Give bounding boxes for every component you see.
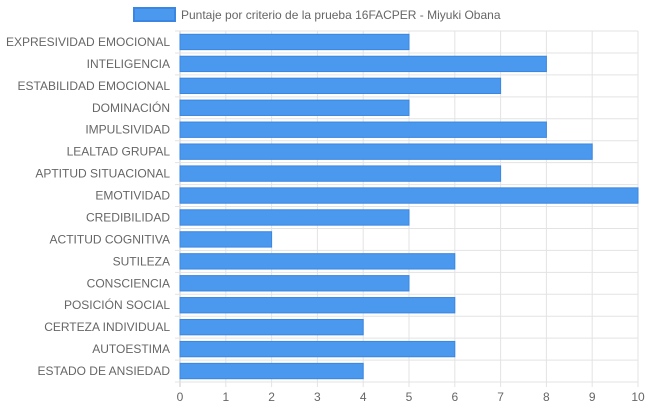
x-tick-label: 3 [314,390,321,404]
category-label: DOMINACIÓN [92,100,170,115]
x-tick-label: 4 [360,390,367,404]
category-label: POSICIÓN SOCIAL [64,297,170,312]
legend[interactable]: Puntaje por criterio de la prueba 16FACP… [133,7,501,22]
x-tick-label: 7 [497,390,504,404]
bar-11[interactable] [179,275,410,292]
category-label: ACTITUD COGNITIVA [50,232,170,246]
category-label: AUTOESTIMA [92,342,170,356]
category-label: APTITUD SITUACIONAL [35,167,170,181]
bar-7[interactable] [179,187,639,204]
bar-15[interactable] [179,362,364,380]
bar-14[interactable] [179,340,456,358]
category-label: CERTEZA INDIVIDUAL [44,320,170,334]
bar-10[interactable] [179,253,456,270]
legend-swatch [133,7,176,22]
category-label: IMPULSIVIDAD [85,123,170,137]
legend-label: Puntaje por criterio de la prueba 16FACP… [181,8,501,22]
category-label: ESTADO DE ANSIEDAD [38,364,171,378]
x-tick-label: 10 [631,390,645,404]
x-tick-label: 1 [222,390,229,404]
x-tick-label: 8 [543,390,550,404]
bar-12[interactable] [179,297,456,314]
category-label: CONSCIENCIA [87,276,170,290]
bar-9[interactable] [179,231,273,248]
bar-13[interactable] [179,318,364,336]
bar-3[interactable] [179,99,410,116]
category-label: ESTABILIDAD EMOCIONAL [18,79,171,93]
category-label: LEALTAD GRUPAL [67,145,171,159]
bar-2[interactable] [179,77,502,95]
bar-8[interactable] [179,209,410,226]
x-tick-label: 2 [268,390,275,404]
category-label: EXPRESIVIDAD EMOCIONAL [6,35,170,49]
category-label: CREDIBILIDAD [86,210,170,224]
bar-5[interactable] [179,143,593,160]
bars [179,33,639,380]
x-axis-ticks: 0 1 2 3 4 5 6 7 8 9 10 [177,390,645,404]
bar-4[interactable] [179,121,547,138]
category-label: EMOTIVIDAD [95,189,170,203]
x-tick-label: 5 [406,390,413,404]
category-label: SUTILEZA [113,254,170,268]
x-tick-label: 6 [451,390,458,404]
bar-0[interactable] [179,33,410,51]
y-axis-labels: EXPRESIVIDAD EMOCIONAL INTELIGENCIA ESTABI… [6,35,170,378]
bar-1[interactable] [179,55,547,73]
bar-6[interactable] [179,165,502,182]
category-label: INTELIGENCIA [87,57,170,71]
x-tick-label: 0 [177,390,184,404]
x-tick-label: 9 [589,390,596,404]
